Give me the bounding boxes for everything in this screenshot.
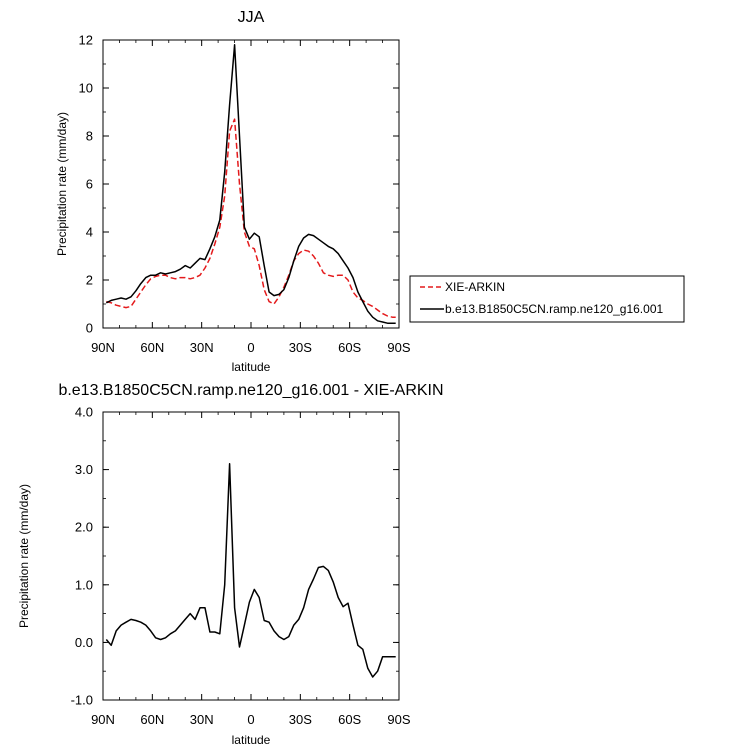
bottom-ytick-label: 2.0 [75,520,93,535]
bottom-plot-frame [102,411,400,701]
top-series-line-model [105,44,396,324]
top-plot-frame [102,39,400,329]
top-xtick-label: 60N [140,340,164,355]
bottom-series-line-difference [105,463,396,678]
top-ytick-label: 2 [86,273,93,288]
legend-label-model: b.e13.B1850C5CN.ramp.ne120_g16.001 [445,302,663,316]
legend: XIE-ARKIN b.e13.B1850C5CN.ramp.ne120_g16… [409,275,685,323]
bottom-xtick-label: 60S [338,712,361,727]
top-xtick-label: 30N [190,340,214,355]
top-xtick-label: 90S [387,340,410,355]
bottom-ytick-label: 1.0 [75,577,93,592]
top-series-line-xie-arkin [106,118,396,318]
top-y-axis-label: Precipitation rate (mm/day) [55,112,69,256]
top-chart: JJA 0 2 4 6 8 10 12 90N 60N 30N 0 30S 60S 90S latitu… [55,9,411,374]
top-ytick-label: 12 [79,33,93,48]
legend-label-xie-arkin: XIE-ARKIN [445,280,505,294]
top-ytick-label: 10 [79,81,93,96]
bottom-xtick-label: 90S [387,712,410,727]
top-x-axis-label: latitude [232,360,271,374]
top-xtick-label: 90N [91,340,115,355]
top-chart-title: JJA [238,9,265,26]
top-xtick-label: 0 [247,340,254,355]
bottom-chart-title: b.e13.B1850C5CN.ramp.ne120_g16.001 - XIE… [58,382,443,399]
bottom-ytick-label: 3.0 [75,462,93,477]
bottom-xtick-label: 60N [140,712,164,727]
top-ytick-label: 0 [86,321,93,336]
top-ytick-label: 4 [86,225,93,240]
bottom-y-axis-label: Precipitation rate (mm/day) [17,484,31,628]
top-xtick-label: 60S [338,340,361,355]
bottom-xtick-label: 30S [289,712,312,727]
bottom-xtick-label: 0 [247,712,254,727]
bottom-chart: b.e13.B1850C5CN.ramp.ne120_g16.001 - XIE… [17,382,444,747]
bottom-x-axis-label: latitude [232,733,271,747]
bottom-ytick-label: 0.0 [75,635,93,650]
legend-box [409,275,685,323]
bottom-ytick-label: -1.0 [71,693,93,708]
top-ytick-label: 6 [86,177,93,192]
top-xtick-label: 30S [289,340,312,355]
bottom-xtick-label: 90N [91,712,115,727]
bottom-xtick-label: 30N [190,712,214,727]
top-ytick-label: 8 [86,129,93,144]
bottom-ytick-label: 4.0 [75,405,93,420]
